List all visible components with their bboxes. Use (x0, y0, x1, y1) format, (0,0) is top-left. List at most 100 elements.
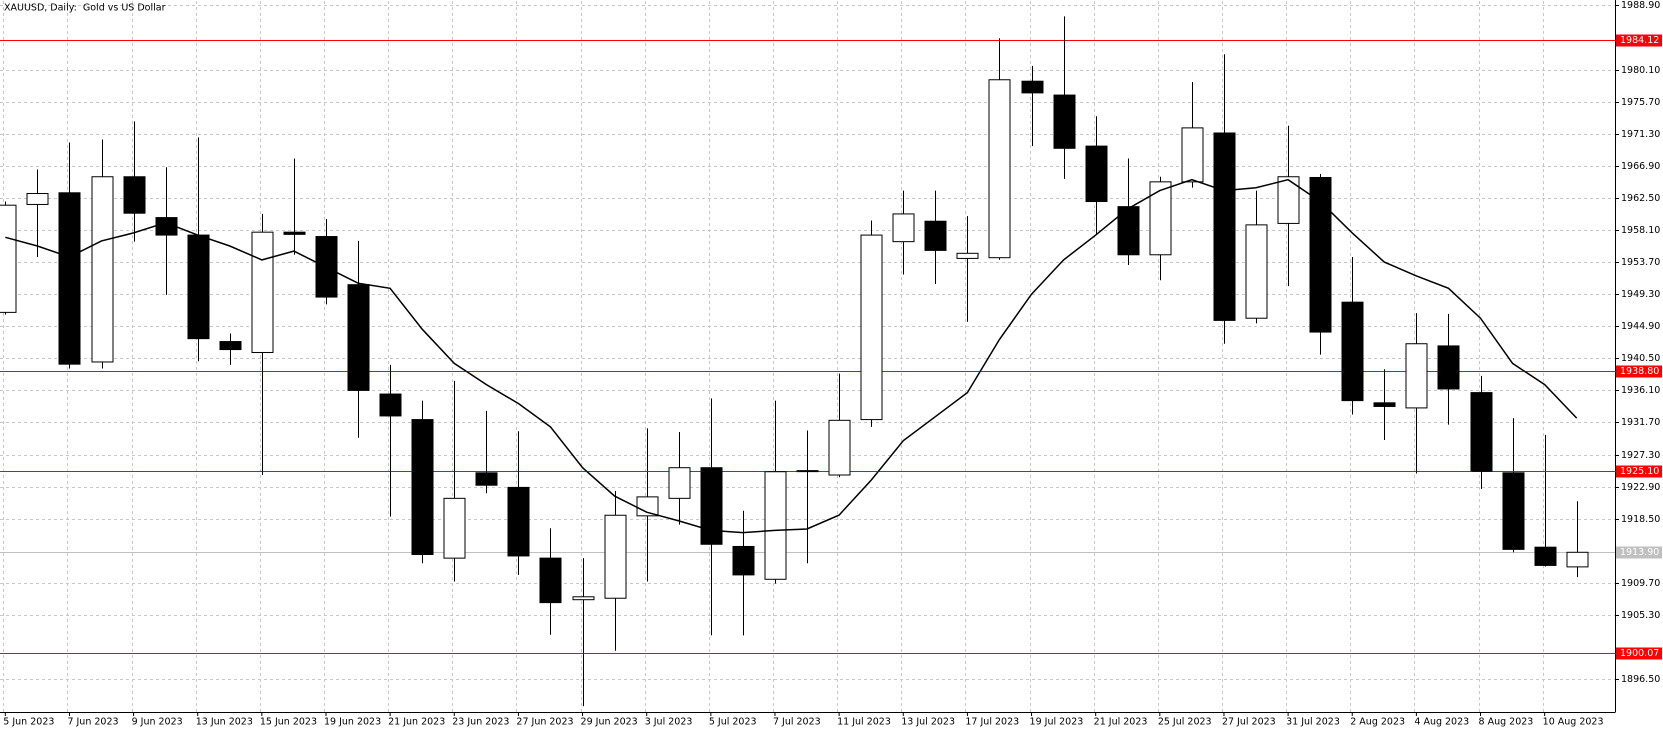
candle-body (988, 79, 1011, 259)
candle-body (1149, 181, 1172, 256)
candle-body (475, 472, 498, 486)
candle-body (283, 231, 306, 235)
candle-body (1181, 127, 1204, 183)
candle-body (347, 284, 370, 391)
candle-body (700, 467, 723, 545)
candles (0, 16, 1589, 707)
level-label: 1925.10 (1620, 466, 1659, 477)
candle-body (91, 176, 114, 363)
y-tick-label: 1918.50 (1621, 514, 1660, 525)
y-tick-label: 1966.90 (1621, 161, 1660, 172)
y-tick-label: 1988.90 (1621, 0, 1660, 11)
candle-body (123, 176, 146, 214)
candle-body (732, 545, 755, 576)
y-tick-label: 1971.30 (1621, 129, 1660, 140)
candle-body (26, 193, 49, 205)
x-tick-label: 31 Jul 2023 (1286, 717, 1340, 728)
y-tick-label: 1922.90 (1621, 482, 1660, 493)
x-tick-label: 7 Jul 2023 (773, 717, 821, 728)
candle-body (1213, 132, 1236, 321)
level-label: 1984.12 (1620, 35, 1659, 46)
x-tick-label: 13 Jul 2023 (901, 717, 955, 728)
candle-body (443, 497, 466, 559)
candle-body (668, 467, 691, 499)
x-tick-label: 17 Jul 2023 (965, 717, 1019, 728)
x-tick-label: 7 Jun 2023 (67, 717, 118, 728)
candle-body (1566, 551, 1589, 568)
level-label-box (1616, 34, 1662, 47)
candle-body (1373, 402, 1396, 407)
candle-body (219, 341, 242, 351)
x-tick-label: 9 Jun 2023 (132, 717, 183, 728)
y-tick-label: 1931.70 (1621, 417, 1660, 428)
candle-body (1470, 392, 1493, 472)
x-tick-label: 11 Jul 2023 (837, 717, 891, 728)
chart-title: XAUUSD, Daily: Gold vs US Dollar (4, 3, 166, 14)
candle-body (1437, 345, 1460, 390)
y-tick-label: 1927.30 (1621, 450, 1660, 461)
x-tick-label: 5 Jul 2023 (709, 717, 757, 728)
candle-body (1502, 472, 1525, 550)
y-tick-label: 1949.30 (1621, 289, 1660, 300)
candle-body (604, 514, 627, 599)
candle-body (1341, 301, 1364, 402)
y-tick-label: 1936.10 (1621, 385, 1660, 396)
candle-body (1021, 80, 1044, 94)
candle-body (1309, 176, 1332, 333)
candle-body (187, 234, 210, 340)
level-label: 1900.07 (1620, 648, 1659, 659)
candle-body (924, 220, 947, 251)
y-tick-label: 1958.10 (1621, 225, 1660, 236)
candle-body (572, 596, 595, 601)
candle-body (1405, 343, 1428, 409)
x-tick-label: 15 Jun 2023 (260, 717, 317, 728)
y-tick-label: 1962.50 (1621, 193, 1660, 204)
overlay (5, 178, 1578, 534)
x-tick-label: 3 Jul 2023 (645, 717, 693, 728)
x-tick-label: 27 Jul 2023 (1222, 717, 1276, 728)
candle-body (636, 496, 659, 517)
level-label-box (1616, 465, 1662, 478)
y-tick-label: 1905.30 (1621, 610, 1660, 621)
candle-body (0, 204, 17, 313)
y-tick-label: 1975.70 (1621, 97, 1660, 108)
x-tick-label: 23 Jun 2023 (452, 717, 509, 728)
candle-body (796, 470, 819, 473)
level-label: 1938.80 (1620, 366, 1659, 377)
candle-body (1245, 224, 1268, 319)
y-tick-label: 1980.10 (1621, 65, 1660, 76)
x-tick-label: 4 Aug 2023 (1414, 717, 1469, 728)
x-tick-label: 13 Jun 2023 (196, 717, 253, 728)
y-tick-label: 1944.90 (1621, 321, 1660, 332)
candle-body (251, 231, 274, 353)
x-tick-label: 25 Jul 2023 (1158, 717, 1212, 728)
level-label-box (1616, 365, 1662, 378)
candle-body (860, 234, 883, 421)
level-label-box (1616, 546, 1662, 559)
x-tick-label: 21 Jul 2023 (1094, 717, 1148, 728)
candle-body (828, 419, 851, 476)
candle-body (379, 393, 402, 417)
level-label-box (1616, 647, 1662, 660)
x-tick-label: 29 Jun 2023 (581, 717, 638, 728)
level-label: 1913.90 (1620, 547, 1659, 558)
x-tick-label: 8 Aug 2023 (1479, 717, 1534, 728)
x-tick-label: 10 Aug 2023 (1543, 717, 1604, 728)
candle-body (1085, 145, 1108, 203)
moving-average (5, 178, 1578, 534)
candle-body (411, 419, 434, 555)
y-tick-label: 1953.70 (1621, 257, 1660, 268)
x-tick-label: 27 Jun 2023 (516, 717, 573, 728)
candle-body (507, 486, 530, 557)
x-tick-label: 21 Jun 2023 (388, 717, 445, 728)
x-tick-label: 5 Jun 2023 (3, 717, 54, 728)
candle-body (539, 557, 562, 604)
y-tick-label: 1909.70 (1621, 578, 1660, 589)
y-tick-label: 1896.50 (1621, 674, 1660, 685)
y-tick-label: 1940.50 (1621, 353, 1660, 364)
candle-body (58, 192, 81, 365)
x-tick-label: 2 Aug 2023 (1350, 717, 1405, 728)
